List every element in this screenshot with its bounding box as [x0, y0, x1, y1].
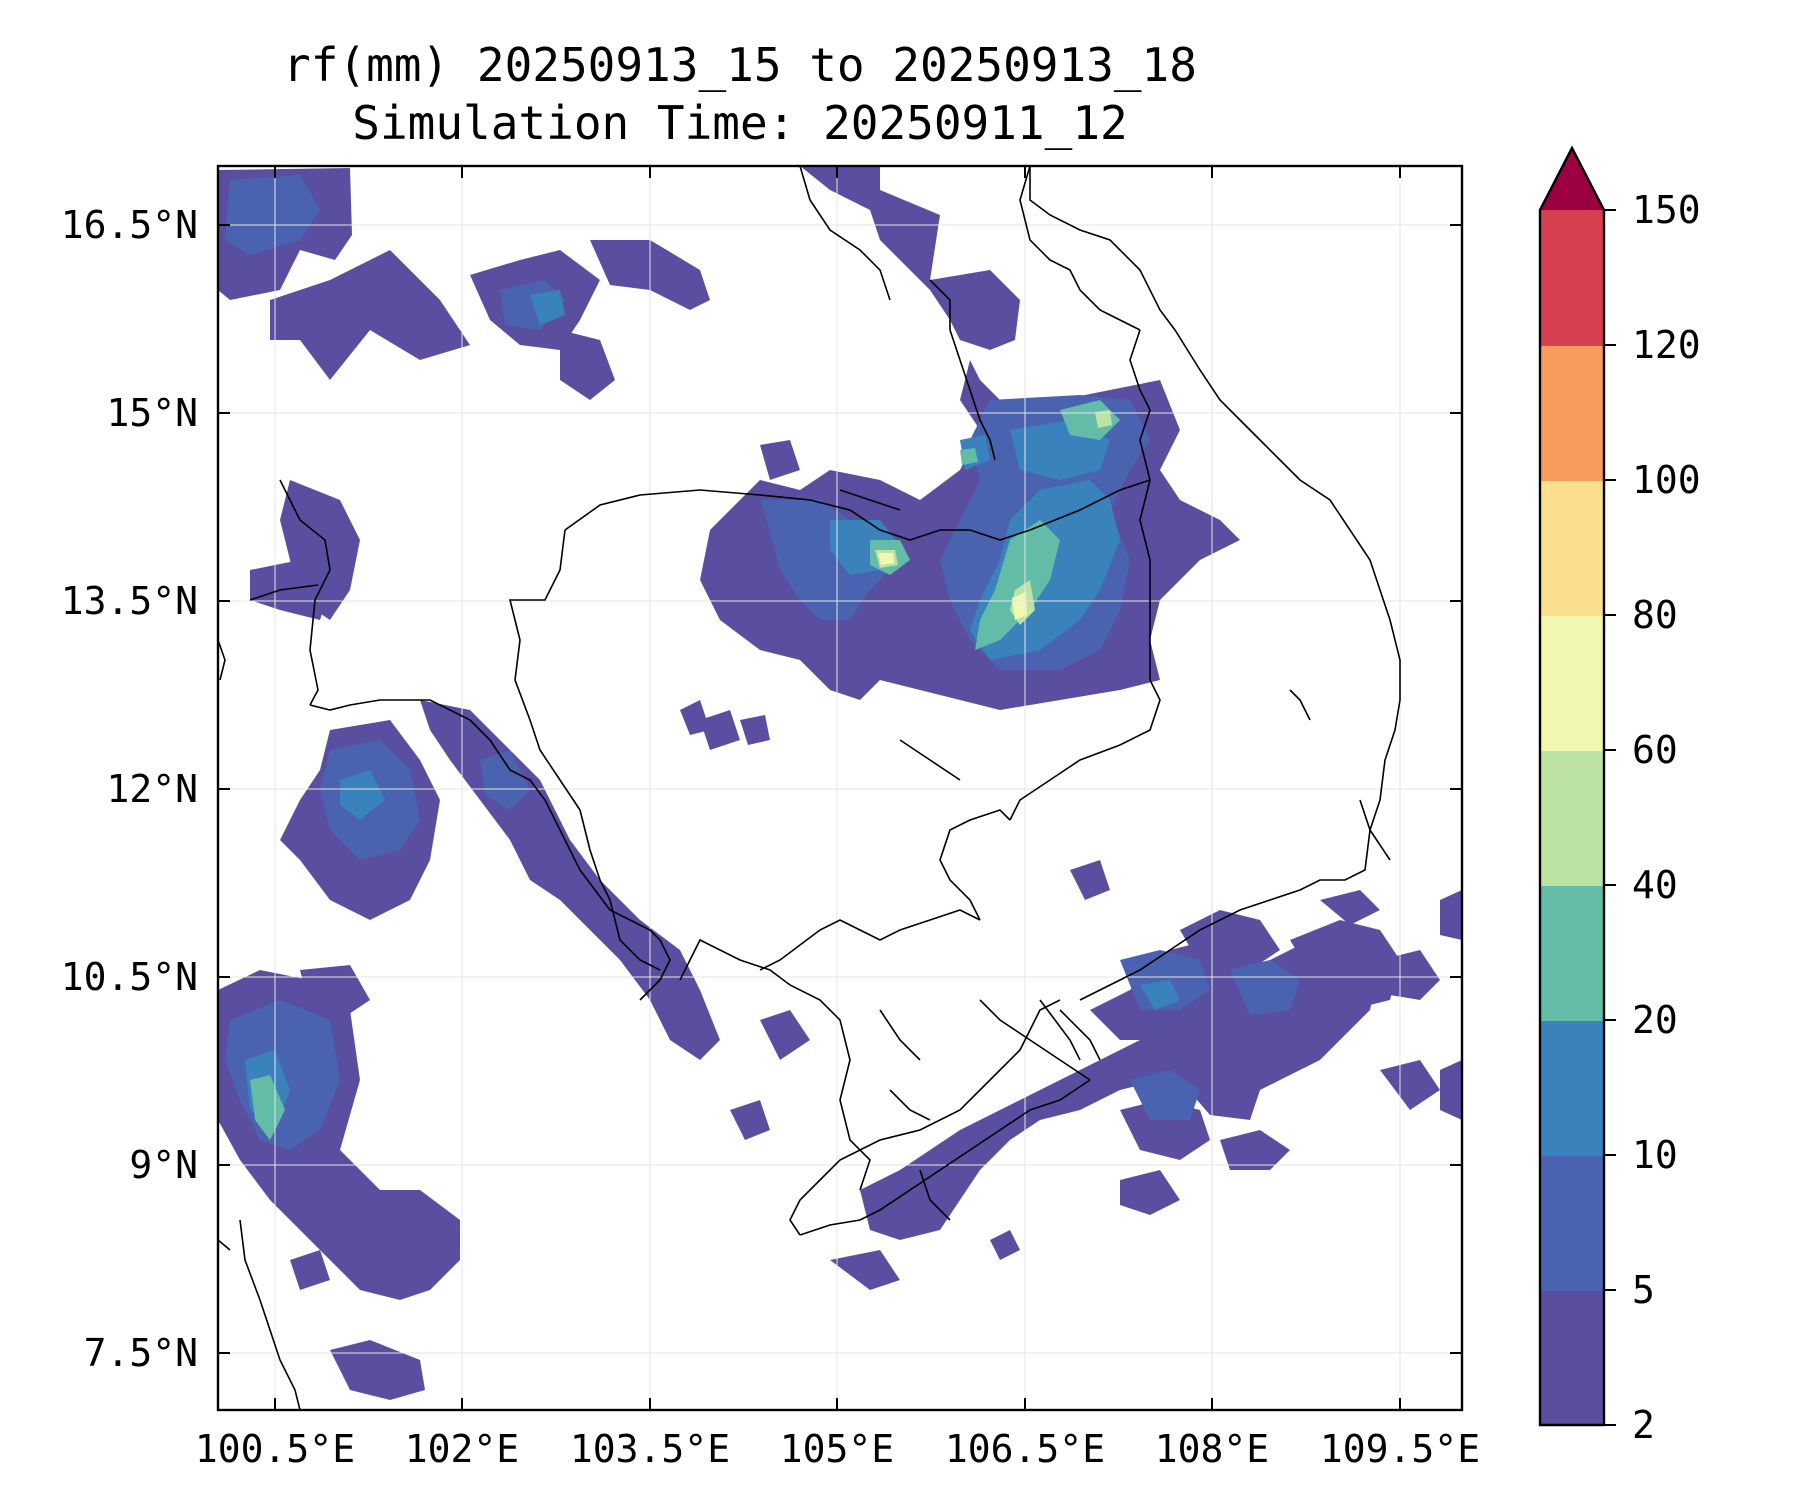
lon-tick-label: 102°E: [405, 1427, 519, 1471]
map-title-line1: rf(mm) 20250913_15 to 20250913_18: [283, 38, 1197, 92]
lat-tick-label: 12°N: [106, 767, 198, 811]
colorbar-segments: [1540, 210, 1604, 1426]
lat-tick-label: 15°N: [106, 391, 198, 435]
latitude-tick-labels: 16.5°N 15°N 13.5°N 12°N 10.5°N 9°N 7.5°N: [61, 203, 198, 1375]
lat-tick-label: 7.5°N: [84, 1331, 198, 1375]
colorbar-segment: [1540, 750, 1604, 886]
colorbar-segment: [1540, 345, 1604, 481]
axis-ticks: [218, 166, 1462, 1410]
colorbar: 2 5 10 20 40 60 80 100 120 150: [1538, 145, 1701, 1447]
colorbar-label: 120: [1632, 323, 1701, 367]
rain-band-60-80: [878, 553, 1027, 620]
colorbar-label: 100: [1632, 458, 1701, 502]
colorbar-segment: [1540, 1290, 1604, 1426]
lon-tick-label: 103.5°E: [570, 1427, 730, 1471]
map-gridlines: [218, 166, 1462, 1410]
colorbar-label: 20: [1632, 998, 1678, 1042]
map-title-line2: Simulation Time: 20250911_12: [352, 96, 1128, 150]
colorbar-segment: [1540, 210, 1604, 346]
colorbar-label: 150: [1632, 188, 1701, 232]
colorbar-segment: [1540, 1155, 1604, 1291]
lon-tick-label: 108°E: [1155, 1427, 1269, 1471]
lat-tick-label: 10.5°N: [61, 955, 198, 999]
colorbar-label: 60: [1632, 728, 1678, 772]
lon-tick-label: 109.5°E: [1320, 1427, 1480, 1471]
colorbar-segment: [1540, 480, 1604, 616]
lon-tick-label: 106.5°E: [945, 1427, 1105, 1471]
colorbar-label: 5: [1632, 1268, 1655, 1312]
colorbar-segment: [1540, 615, 1604, 751]
colorbar-labels: 2 5 10 20 40 60 80 100 120 150: [1632, 188, 1701, 1447]
colorbar-label: 40: [1632, 863, 1678, 907]
colorbar-label: 2: [1632, 1403, 1655, 1447]
colorbar-segment: [1540, 885, 1604, 1021]
rainfall-field: [218, 166, 1462, 1400]
colorbar-label: 10: [1632, 1133, 1678, 1177]
colorbar-segment: [1540, 1020, 1604, 1156]
lon-tick-label: 100.5°E: [195, 1427, 355, 1471]
coastlines-and-borders: [218, 166, 1401, 1410]
lat-tick-label: 13.5°N: [61, 579, 198, 623]
colorbar-extend-arrow: [1540, 148, 1604, 210]
colorbar-label: 80: [1632, 593, 1678, 637]
lat-tick-label: 16.5°N: [61, 203, 198, 247]
lat-tick-label: 9°N: [129, 1143, 198, 1187]
colorbar-outline: [1538, 145, 1606, 1427]
lon-tick-label: 105°E: [780, 1427, 894, 1471]
longitude-tick-labels: 100.5°E 102°E 103.5°E 105°E 106.5°E 108°…: [195, 1427, 1480, 1471]
